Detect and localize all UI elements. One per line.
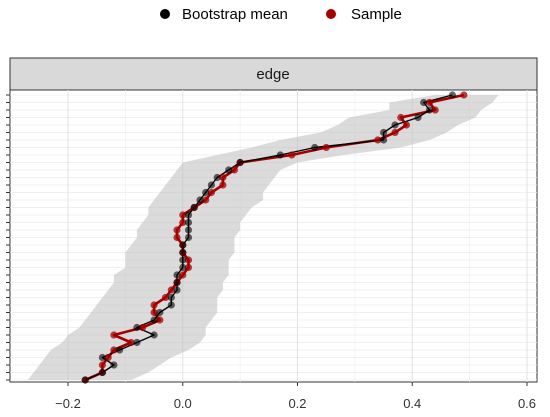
bootstrap-mean-point [414, 113, 422, 122]
bootstrap-mean-point [133, 323, 141, 332]
sample-point [179, 271, 187, 279]
bootstrap-mean-point [184, 211, 193, 219]
sample-point [397, 113, 405, 122]
sample-point [110, 346, 118, 354]
sample-point [173, 226, 181, 234]
legend-label-sample: Sample [351, 6, 402, 23]
bootstrap-mean-point [276, 151, 284, 159]
bootstrap-mean-point [179, 248, 187, 257]
sample-point [374, 136, 382, 144]
bootstrap-mean-point [179, 256, 187, 264]
x-tick-label: 0.4 [403, 396, 421, 411]
sample-point [173, 233, 181, 242]
sample-point [184, 256, 193, 264]
confidence-band-area [27, 95, 499, 380]
sample-point [179, 218, 187, 227]
facet-strip: edge [9, 57, 538, 91]
sample-point [288, 151, 296, 159]
bootstrap-mean-point [184, 218, 193, 227]
bootstrap-mean-point [150, 331, 158, 339]
bootstrap-mean-point [156, 308, 164, 317]
legend-label-bootstrap-mean: Bootstrap mean [182, 6, 288, 23]
bootstrap-mean-point [116, 346, 124, 354]
x-tick-label: 0.0 [174, 396, 192, 411]
bootstrap-mean-point [380, 128, 388, 137]
sample-point [161, 293, 170, 302]
sample-point [219, 173, 227, 182]
sample-point [110, 331, 118, 339]
sample-point [425, 98, 434, 107]
bootstrap-mean-point [173, 278, 181, 287]
bootstrap-mean-point [110, 361, 118, 369]
bootstrap-mean-point [167, 293, 175, 302]
sample-point [322, 143, 330, 152]
sample-point [150, 308, 158, 317]
sample-point [184, 263, 193, 272]
bootstrap-mean-point [448, 91, 456, 99]
facet-strip-label: edge [256, 66, 289, 83]
bootstrap-mean-point [225, 166, 233, 174]
sample-point [219, 181, 227, 189]
x-tick-label: 0.2 [288, 396, 306, 411]
bootstrap-mean-point [420, 98, 428, 107]
bootstrap-mean-point [311, 143, 319, 152]
y-ticks [6, 94, 10, 381]
sample-point [431, 106, 439, 114]
bootstrap-mean-point [179, 241, 187, 249]
bootstrap-mean-point [202, 188, 210, 197]
sample-point [402, 121, 411, 129]
bootstrap-mean-point [133, 338, 141, 347]
sample-point [179, 211, 187, 219]
sample-point [104, 353, 112, 362]
legend: Bootstrap mean Sample [160, 6, 402, 23]
bootstrap-mean-point [184, 233, 193, 242]
bootstrap-mean-point [190, 203, 198, 212]
bootstrap-mean-point [98, 368, 106, 377]
sample-point [127, 338, 135, 347]
bootstrap-mean-point [150, 316, 158, 324]
sample-point [150, 301, 158, 309]
sample-point [202, 196, 210, 204]
sample-point [156, 316, 164, 324]
bootstrap-mean-point [173, 286, 181, 294]
legend-key-bootstrap-mean [160, 9, 170, 19]
bootstrap-mean-point [213, 173, 221, 182]
bootstrap-mean-point [425, 106, 434, 114]
x-tick-label: −0.2 [55, 396, 81, 411]
bootstrap-mean-point [391, 121, 399, 129]
sample-point [98, 361, 106, 369]
x-ticks [67, 382, 528, 386]
bootstrap-mean-point [380, 136, 388, 144]
bootstrap-mean-point [179, 263, 187, 272]
legend-key-sample [326, 9, 336, 19]
bootstrap-mean-point [184, 226, 193, 234]
bootstrap-mean-point [207, 181, 215, 189]
bootstrap-mean-point [173, 271, 181, 279]
bootstrap-mean-point [196, 196, 204, 204]
sample-point [207, 188, 215, 197]
series-points [81, 91, 468, 384]
sample-point [230, 166, 238, 174]
sample-point [167, 286, 175, 294]
confidence-band [27, 95, 499, 380]
facet-strip-background [9, 57, 538, 91]
bootstrap-mean-point [81, 376, 89, 384]
x-tick-labels: −0.2 0.0 0.2 0.4 0.6 [55, 396, 536, 411]
sample-point [139, 323, 147, 332]
x-tick-label: 0.6 [518, 396, 536, 411]
bootstrap-mean-point [167, 301, 175, 309]
bootstrap-mean-point [98, 353, 106, 362]
sample-point [460, 91, 468, 99]
sample-point [391, 128, 399, 137]
bootstrap-mean-point [236, 158, 244, 167]
